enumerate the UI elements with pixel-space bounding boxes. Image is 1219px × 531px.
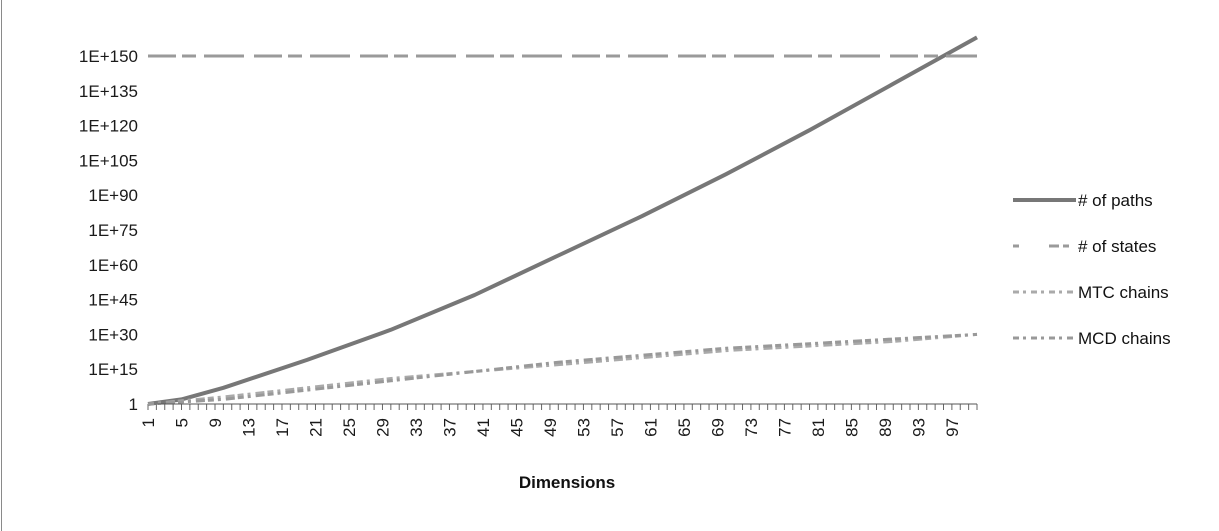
x-tick-label: 41 <box>474 418 493 437</box>
x-tick-label: 93 <box>909 418 928 437</box>
legend-label: MCD chains <box>1078 329 1171 348</box>
legend-label: # of states <box>1078 237 1156 256</box>
y-tick-label: 1E+75 <box>88 221 138 240</box>
x-tick-label: 45 <box>507 418 526 437</box>
y-tick-label: 1E+135 <box>79 82 138 101</box>
y-tick-label: 1E+105 <box>79 151 138 170</box>
series-line-mtc-chains <box>147 332 978 406</box>
y-tick-label: 1E+60 <box>88 256 138 275</box>
x-tick-label: 57 <box>608 418 627 437</box>
x-tick-label: 25 <box>340 418 359 437</box>
y-tick-label: 1E+150 <box>79 47 138 66</box>
x-tick-label: 85 <box>842 418 861 437</box>
x-tick-label: 1 <box>139 418 158 427</box>
x-tick-label: 5 <box>172 418 191 427</box>
series-layer <box>147 35 978 406</box>
x-axis-label: Dimensions <box>519 473 615 492</box>
x-tick-label: 49 <box>541 418 560 437</box>
y-axis-ticks: 1 1E+15 1E+30 1E+45 1E+60 1E+75 1E+90 1E+105 1E+… <box>79 47 138 414</box>
x-tick-label: 17 <box>273 418 292 437</box>
x-tick-label: 53 <box>574 418 593 437</box>
y-tick-label: 1E+90 <box>88 186 138 205</box>
x-axis-ticks: 1 5 9 13 17 21 25 29 33 37 41 45 49 53 57 61 65 69 73 77 81 8… <box>139 404 978 437</box>
x-tick-label: 29 <box>373 418 392 437</box>
x-tick-label: 77 <box>775 418 794 437</box>
x-tick-label: 37 <box>440 418 459 437</box>
y-tick-label: 1E+15 <box>88 360 138 379</box>
x-tick-label: 81 <box>809 418 828 437</box>
x-tick-label: 73 <box>742 418 761 437</box>
legend: # of paths # of states MTC chains MCD chain… <box>1013 191 1171 348</box>
legend-label: MTC chains <box>1078 283 1169 302</box>
x-tick-label: 89 <box>876 418 895 437</box>
x-tick-label: 33 <box>407 418 426 437</box>
x-tick-label: 9 <box>206 418 225 427</box>
y-tick-label: 1 <box>129 395 138 414</box>
x-tick-label: 21 <box>306 418 325 437</box>
x-tick-label: 65 <box>675 418 694 437</box>
series-line-mcd-chains <box>147 332 978 406</box>
x-tick-label: 13 <box>239 418 258 437</box>
series-line-of-paths <box>147 35 978 406</box>
y-tick-label: 1E+45 <box>88 291 138 310</box>
y-tick-label: 1E+120 <box>79 117 138 136</box>
x-tick-label: 97 <box>943 418 962 437</box>
x-tick-label: 69 <box>708 418 727 437</box>
legend-label: # of paths <box>1078 191 1153 210</box>
x-tick-label: 61 <box>641 418 660 437</box>
y-tick-label: 1E+30 <box>88 325 138 344</box>
